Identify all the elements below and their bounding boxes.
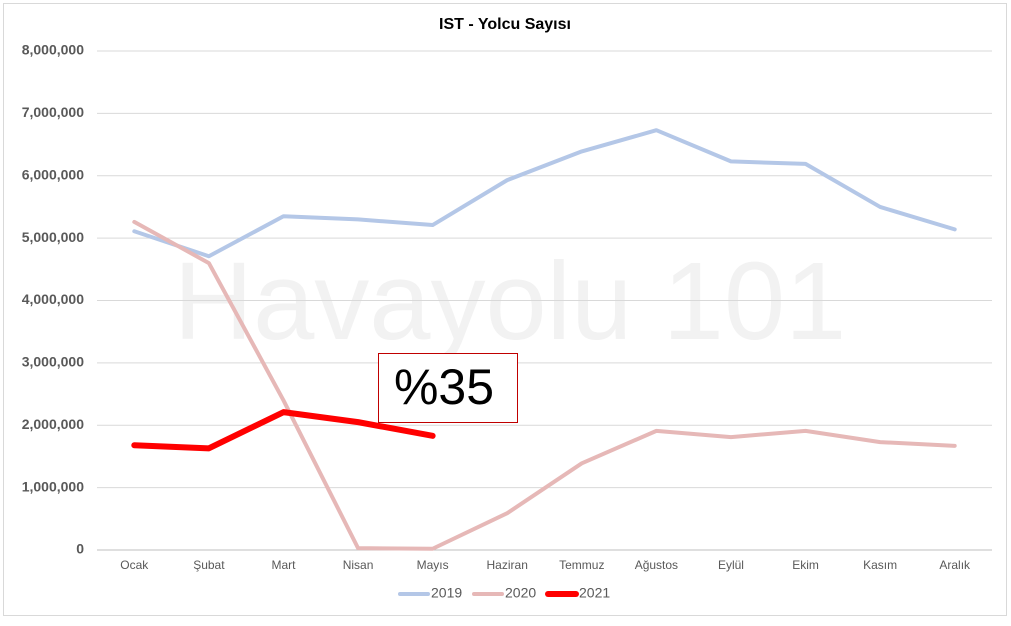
- legend-label: 2019: [431, 585, 462, 601]
- legend-label: 2020: [505, 585, 536, 601]
- y-tick-label: 3,000,000: [22, 354, 84, 370]
- annotation: %35: [394, 359, 494, 415]
- x-tick-label: Haziran: [487, 558, 528, 572]
- y-tick-label: 4,000,000: [22, 291, 84, 307]
- y-tick-label: 7,000,000: [22, 104, 84, 120]
- x-tick-label: Mart: [271, 558, 296, 572]
- x-tick-label: Nisan: [343, 558, 374, 572]
- y-tick-label: 2,000,000: [22, 416, 84, 432]
- x-tick-label: Eylül: [718, 558, 744, 572]
- annotation-box: [378, 353, 518, 423]
- y-tick-label: 0: [76, 541, 84, 557]
- x-tick-label: Mayıs: [417, 558, 449, 572]
- y-tick-label: 5,000,000: [22, 229, 84, 245]
- x-tick-label: Ocak: [120, 558, 149, 572]
- watermark: Havayolu 101: [174, 240, 847, 363]
- x-tick-label: Kasım: [863, 558, 897, 572]
- series-line: [131, 409, 436, 452]
- x-tick-label: Ağustos: [635, 558, 678, 572]
- x-tick-label: Ekim: [792, 558, 819, 572]
- x-tick-label: Şubat: [193, 558, 225, 572]
- chart-title: IST - Yolcu Sayısı: [439, 16, 571, 33]
- series-line: [132, 128, 957, 259]
- y-tick-label: 6,000,000: [22, 166, 84, 182]
- series-line: [132, 219, 957, 551]
- x-tick-label: Aralık: [939, 558, 971, 572]
- legend-label: 2021: [579, 585, 610, 601]
- y-tick-label: 1,000,000: [22, 478, 84, 494]
- x-tick-label: Temmuz: [559, 558, 604, 572]
- y-tick-label: 8,000,000: [22, 42, 84, 58]
